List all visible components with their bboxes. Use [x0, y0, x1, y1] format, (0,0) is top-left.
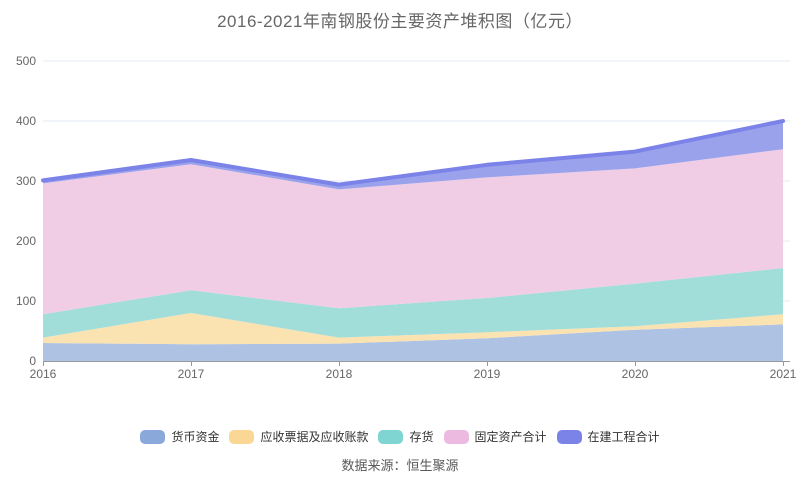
x-axis-label: 2020	[622, 367, 649, 381]
legend-item-1[interactable]: 应收票据及应收账款	[229, 430, 368, 444]
y-axis-label: 100	[16, 294, 36, 308]
legend-swatch-icon	[229, 430, 255, 444]
legend-item-3[interactable]: 固定资产合计	[443, 430, 547, 444]
x-axis-label: 2017	[178, 367, 205, 381]
area-series-0	[43, 324, 783, 361]
legend-item-4[interactable]: 在建工程合计	[556, 430, 660, 444]
line-series-4	[41, 119, 785, 187]
y-axis-label: 500	[16, 54, 36, 68]
y-axis-label: 0	[29, 354, 36, 368]
legend-label: 固定资产合计	[474, 430, 547, 444]
legend-label: 在建工程合计	[587, 430, 660, 444]
data-source: 数据来源：恒生聚源	[341, 458, 459, 473]
legend-swatch-icon	[378, 430, 404, 444]
area-series-3	[43, 149, 783, 315]
legend-label: 货币资金	[171, 430, 220, 444]
legend-item-2[interactable]: 存货	[378, 430, 434, 444]
legend-label: 存货	[409, 430, 434, 444]
stacked-area-plot: 0 100 200 300 400 500 2016 2017 2018 2019 2020 2021	[16, 54, 797, 381]
y-axis-label: 400	[16, 114, 36, 128]
x-axis-label: 2018	[326, 367, 353, 381]
legend-item-0[interactable]: 货币资金	[140, 430, 219, 444]
area-series-1	[43, 313, 783, 345]
legend-swatch-icon	[140, 430, 166, 444]
y-axis-label: 200	[16, 234, 36, 248]
legend-swatch-icon	[443, 430, 469, 444]
x-axis-label: 2016	[30, 367, 57, 381]
legend-label: 应收票据及应收账款	[260, 430, 369, 444]
y-axis-label: 300	[16, 174, 36, 188]
chart-title: 2016-2021年南钢股份主要资产堆积图（亿元）	[217, 12, 583, 31]
chart-legend: 货币资金 应收票据及应收账款 存货 固定资产合计 在建工程合计	[0, 430, 800, 444]
x-axis-label: 2021	[770, 367, 797, 381]
area-series-2	[43, 268, 783, 338]
x-axis-label: 2019	[474, 367, 501, 381]
legend-swatch-icon	[556, 430, 582, 444]
